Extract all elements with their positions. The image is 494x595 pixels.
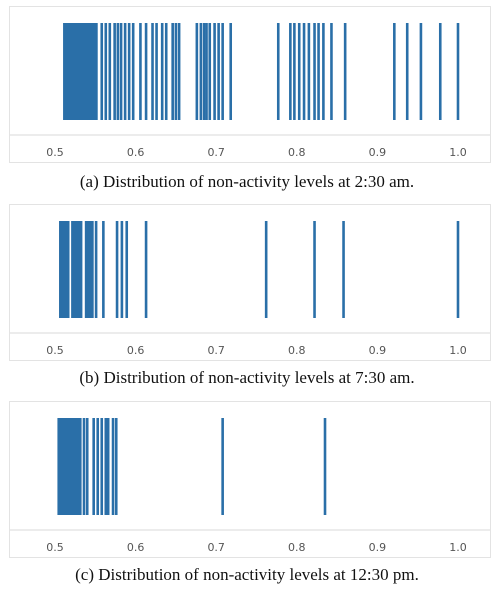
x-tick-label: 0.6 (127, 146, 145, 159)
rug-dense-span (71, 221, 83, 318)
chart-panel-a: 0.5 0.6 0.7 0.8 0.9 1.0 (a) Distribution of n… (0, 0, 494, 200)
caption-b: (b) Distribution of non-activity levels … (79, 368, 415, 387)
x-tick-label: 0.8 (288, 146, 306, 159)
x-tick-label: 0.6 (127, 344, 145, 357)
rug-chart-b: 0.5 0.6 0.7 0.8 0.9 1.0 (10, 221, 490, 357)
chart-panel-c: 0.5 0.6 0.7 0.8 0.9 1.0 (c) Distribution of n… (0, 395, 494, 595)
x-tick-label: 0.7 (207, 344, 225, 357)
rug-chart-a: 0.5 0.6 0.7 0.8 0.9 1.0 (10, 23, 490, 159)
plot-area-c (9, 401, 491, 558)
x-tick-label: 0.5 (46, 344, 64, 357)
x-tick-label: 0.7 (207, 146, 225, 159)
rug-dense-span (84, 221, 94, 318)
x-tick-label: 0.9 (369, 541, 387, 554)
rug-dense-span (63, 23, 98, 120)
x-tick-label: 0.5 (46, 541, 64, 554)
x-tick-label: 0.7 (207, 541, 225, 554)
x-tick-label: 1.0 (449, 344, 467, 357)
chart-panel-b: 0.5 0.6 0.7 0.8 0.9 1.0 (b) Distribution of n… (0, 198, 494, 398)
caption-c: (c) Distribution of non-activity levels … (75, 565, 419, 584)
x-tick-label: 0.6 (127, 541, 145, 554)
x-tick-label: 0.5 (46, 146, 64, 159)
x-tick-label: 1.0 (449, 146, 467, 159)
rug-chart-c: 0.5 0.6 0.7 0.8 0.9 1.0 (10, 418, 490, 554)
x-tick-label: 0.9 (369, 344, 387, 357)
x-tick-label: 1.0 (449, 541, 467, 554)
rug-dense-span (57, 418, 82, 515)
rug-dense-span (59, 221, 70, 318)
x-tick-label: 0.8 (288, 344, 306, 357)
x-tick-label: 0.8 (288, 541, 306, 554)
x-tick-label: 0.9 (369, 146, 387, 159)
caption-a: (a) Distribution of non-activity levels … (79, 172, 415, 191)
